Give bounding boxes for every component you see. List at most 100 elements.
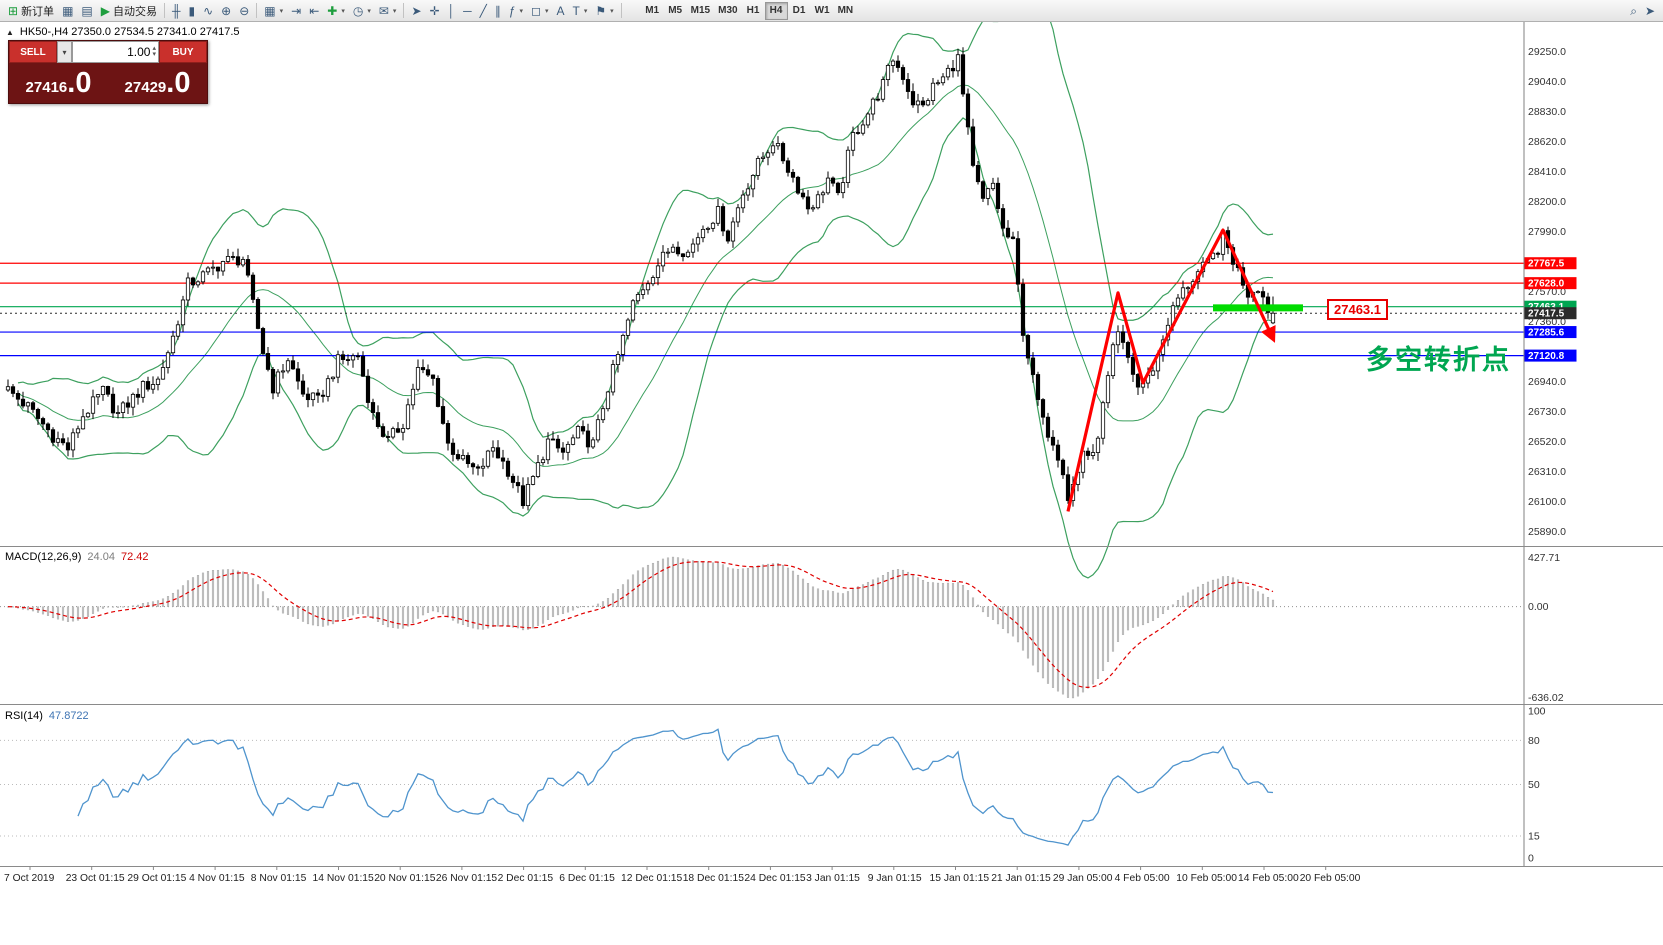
- timeframe-mn-button[interactable]: MN: [834, 2, 858, 20]
- rsi-name: RSI(14): [5, 710, 43, 722]
- quick-nav-icon: ➤: [1644, 3, 1655, 18]
- crosshair-icon-glyph: ✛: [429, 3, 440, 18]
- price-tick-label: 28200.0: [1528, 196, 1566, 208]
- date-tick-label: 14 Nov 01:15: [313, 873, 375, 884]
- timeframe-h4-button[interactable]: H4: [764, 1, 788, 20]
- zoom-in-icon[interactable]: ⊕: [217, 1, 235, 21]
- macd-signal-line: [7, 561, 1274, 688]
- rsi-axis-label: 50: [1528, 779, 1540, 791]
- date-tick-label: 18 Dec 01:15: [683, 873, 745, 884]
- timeframe-w1-button[interactable]: W1: [811, 2, 834, 20]
- line-chart-icon[interactable]: ∿: [199, 1, 217, 21]
- cycles-icon[interactable]: ◷ ▾: [349, 1, 375, 21]
- bollinger-bands: [17, 0, 1274, 579]
- date-tick-label: 6 Dec 01:15: [559, 873, 615, 884]
- volume-dropdown-icon[interactable]: ▾: [57, 41, 72, 63]
- price-tick-label: 29040.0: [1528, 76, 1566, 88]
- buy-price[interactable]: 27429.0: [124, 66, 191, 99]
- timeframe-m1-button[interactable]: M1: [641, 2, 664, 20]
- price-tag-27628.0: [1524, 277, 1577, 290]
- date-tick-label: 29 Oct 01:15: [127, 873, 186, 884]
- volume-up-icon[interactable]: ▴: [152, 45, 156, 52]
- date-tick-label: 4 Feb 05:00: [1115, 873, 1170, 884]
- timeframe-toolbar: M1 M5 M15 M30 H1 H4 D1 W1 MN: [641, 1, 858, 20]
- vertical-line-icon-glyph: │: [447, 3, 456, 18]
- rsi-panel: 100 80 50 15 0: [0, 706, 1546, 865]
- chart-window-icon[interactable]: ▦: [58, 1, 77, 21]
- sell-button[interactable]: SELL: [9, 41, 57, 63]
- date-tick-label: 3 Jan 01:15: [806, 873, 860, 884]
- dropdown-arrow-icon[interactable]: ▾: [367, 7, 371, 15]
- dropdown-arrow-icon[interactable]: ▾: [279, 7, 284, 15]
- text-label-icon[interactable]: T ▾: [569, 1, 592, 21]
- indicators-icon[interactable]: ✚ ▾: [323, 1, 349, 21]
- fibonacci-icon-glyph: ƒ: [508, 3, 516, 18]
- auto-trading-button[interactable]: ▶ 自动交易: [97, 1, 161, 21]
- auto-trading-glyph: ▶: [100, 3, 110, 18]
- new-order-button[interactable]: ⊞ 新订单: [4, 1, 58, 21]
- price-tick-label: 26520.0: [1528, 436, 1566, 448]
- dropdown-arrow-icon[interactable]: ▾: [519, 7, 524, 15]
- price-tag-label: 27628.0: [1528, 279, 1565, 290]
- fibonacci-icon[interactable]: ƒ ▾: [505, 1, 527, 21]
- dropdown-arrow-icon[interactable]: ▾: [544, 7, 549, 15]
- auto-scroll-icon[interactable]: ⇥: [287, 1, 305, 21]
- horizontal-line-icon[interactable]: ─: [459, 1, 476, 21]
- volume-down-icon[interactable]: ▾: [152, 51, 156, 58]
- date-tick-label: 2 Dec 01:15: [498, 873, 554, 884]
- timeframe-h1-button[interactable]: H1: [742, 2, 765, 20]
- dropdown-arrow-icon[interactable]: ▾: [610, 7, 614, 15]
- rsi-axis-label: 80: [1528, 735, 1540, 747]
- buy-button[interactable]: BUY: [159, 41, 207, 63]
- timeframe-m5-button[interactable]: M5: [664, 2, 687, 20]
- date-axis[interactable]: 7 Oct 2019 23 Oct 01:15 29 Oct 01:15 4 Nov …: [4, 866, 1361, 884]
- timeframe-m15-button[interactable]: M15: [687, 2, 714, 20]
- sell-price[interactable]: 27416.0: [25, 66, 92, 99]
- price-tag-27120.8: [1524, 349, 1577, 362]
- chart-shift-icon[interactable]: ⇤: [305, 1, 323, 21]
- cursor-icon[interactable]: ➤: [407, 1, 425, 21]
- auto-trading-button-label: 自动交易: [112, 5, 157, 18]
- volume-stepper[interactable]: 1.00 ▴ ▾: [72, 41, 159, 63]
- dropdown-arrow-icon[interactable]: ▾: [392, 7, 397, 15]
- search-icon[interactable]: ⌕: [1626, 1, 1641, 21]
- equidistant-channel-icon[interactable]: ∥: [491, 1, 505, 21]
- macd-name: MACD(12,26,9): [5, 551, 82, 563]
- envelope-icon[interactable]: ✉ ▾: [375, 1, 401, 21]
- arrows-icon-glyph: ⚑: [595, 3, 607, 18]
- tile-windows-icon-glyph: ▦: [264, 3, 276, 18]
- timeframe-m30-button[interactable]: M30: [714, 2, 741, 20]
- trend-zigzag-arrow[interactable]: [1066, 228, 1276, 512]
- shapes-icon[interactable]: ◻ ▾: [527, 1, 552, 21]
- collapse-panel-icon[interactable]: ▲: [6, 27, 14, 37]
- vertical-line-icon[interactable]: │: [444, 1, 460, 21]
- crosshair-icon[interactable]: ✛: [426, 1, 444, 21]
- profiles-icon[interactable]: ▤: [77, 1, 96, 21]
- candlestick-chart-icon[interactable]: ▮: [185, 1, 200, 21]
- macd-main-value: 24.04: [87, 551, 115, 563]
- text-icon[interactable]: A: [553, 1, 569, 21]
- date-tick-label: 20 Nov 01:15: [374, 873, 436, 884]
- dropdown-arrow-icon[interactable]: ▾: [341, 7, 345, 15]
- arrows-icon[interactable]: ⚑ ▾: [591, 1, 617, 21]
- price-tag-label: 27417.5: [1528, 309, 1565, 320]
- price-tick-label: 27990.0: [1528, 226, 1566, 238]
- tile-windows-icon[interactable]: ▦ ▾: [260, 1, 287, 21]
- bar-chart-icon[interactable]: ╫: [168, 1, 185, 21]
- volume-spin-buttons: ▴ ▾: [152, 45, 156, 58]
- price-tick-label: 28620.0: [1528, 136, 1566, 148]
- macd-indicator-label: MACD(12,26,9) 24.04 72.42: [5, 551, 148, 563]
- toolbar-separator: [256, 3, 258, 18]
- zoom-out-icon[interactable]: ⊖: [235, 1, 253, 21]
- macd-panel: 427.71 0.00 -636.02: [0, 552, 1564, 704]
- price-tag-27767.5: [1524, 257, 1577, 270]
- rsi-axis-label: 0: [1528, 853, 1534, 865]
- date-tick-label: 9 Jan 01:15: [868, 873, 922, 884]
- auto-scroll-icon-glyph: ⇥: [291, 3, 302, 18]
- dropdown-arrow-icon[interactable]: ▾: [583, 7, 588, 15]
- toolbar-separator: [403, 3, 405, 18]
- quick-nav-icon[interactable]: ➤: [1641, 1, 1659, 21]
- trendline-icon[interactable]: ╱: [476, 1, 491, 21]
- timeframe-d1-button[interactable]: D1: [788, 2, 811, 20]
